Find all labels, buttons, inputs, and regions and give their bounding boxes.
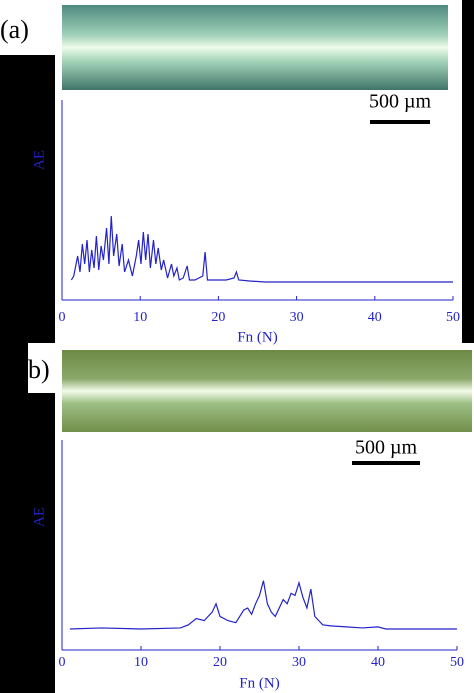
x-tick-label: 40 <box>368 310 382 325</box>
panel-b-tab <box>28 343 55 393</box>
x-axis-label: Fn (N) <box>239 675 279 691</box>
x-tick-label: 40 <box>371 655 385 670</box>
x-tick-label: 30 <box>292 655 306 670</box>
panel-label: b) <box>28 355 50 384</box>
panel-a-tab <box>0 0 55 55</box>
micrograph-a <box>62 5 448 90</box>
x-axis-label: Fn (N) <box>237 329 277 345</box>
y-axis-label: AE <box>31 150 47 170</box>
panel-label: (a) <box>0 15 29 44</box>
x-tick-label: 10 <box>133 310 147 325</box>
y-axis-label: AE <box>31 507 47 527</box>
x-tick-label: 50 <box>446 310 460 325</box>
x-tick-label: 0 <box>59 310 66 325</box>
ae-line <box>70 215 453 283</box>
scale-bar-label: 500 µm <box>355 437 418 459</box>
x-tick-label: 50 <box>450 655 464 670</box>
x-tick-label: 30 <box>290 310 304 325</box>
x-tick-label: 0 <box>59 655 66 670</box>
scale-bar-label: 500 µm <box>369 91 432 113</box>
ae-line <box>69 580 457 630</box>
x-tick-label: 10 <box>134 655 148 670</box>
x-tick-label: 20 <box>211 310 225 325</box>
micrograph-b <box>62 350 472 432</box>
x-tick-label: 20 <box>213 655 227 670</box>
